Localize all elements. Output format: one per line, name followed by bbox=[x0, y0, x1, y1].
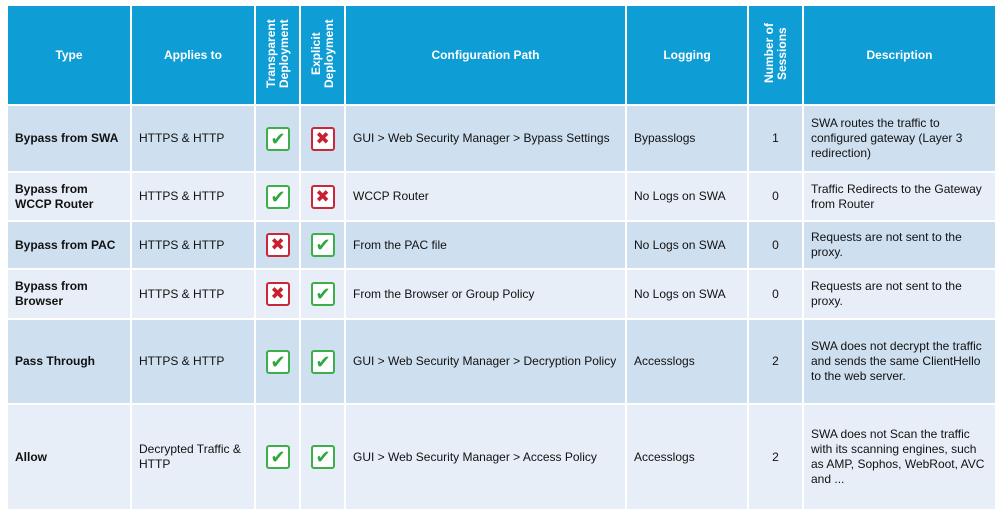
check-icon bbox=[265, 126, 290, 151]
cell-type: Bypass from PAC bbox=[8, 222, 130, 268]
cross-icon bbox=[265, 282, 290, 306]
cell-sessions: 2 bbox=[749, 320, 802, 403]
cell-explicit bbox=[301, 173, 344, 220]
header-config-path: Configuration Path bbox=[346, 6, 625, 104]
cell-explicit bbox=[301, 270, 344, 318]
header-sessions-label: Number of Sessions bbox=[761, 23, 789, 84]
cell-logging: Accesslogs bbox=[627, 320, 747, 403]
header-explicit-label: Explicit Deployment bbox=[308, 19, 336, 88]
cell-explicit bbox=[301, 405, 344, 509]
cell-transparent bbox=[256, 222, 299, 268]
check-icon bbox=[265, 184, 290, 209]
cell-applies-to: HTTPS & HTTP bbox=[132, 106, 254, 171]
header-row: Type Applies to Transparent Deployment E… bbox=[8, 6, 995, 104]
cell-sessions: 1 bbox=[749, 106, 802, 171]
cell-sessions: 0 bbox=[749, 222, 802, 268]
header-description: Description bbox=[804, 6, 995, 104]
cross-icon bbox=[310, 126, 335, 151]
cell-config-path: From the PAC file bbox=[346, 222, 625, 268]
cell-applies-to: HTTPS & HTTP bbox=[132, 222, 254, 268]
cell-description: SWA does not Scan the traffic with its s… bbox=[804, 405, 995, 509]
cell-applies-to: Decrypted Traffic & HTTP bbox=[132, 405, 254, 509]
cell-applies-to: HTTPS & HTTP bbox=[132, 173, 254, 220]
cell-sessions: 2 bbox=[749, 405, 802, 509]
cell-transparent bbox=[256, 405, 299, 509]
cross-icon bbox=[310, 184, 335, 209]
cell-type: Allow bbox=[8, 405, 130, 509]
cell-logging: No Logs on SWA bbox=[627, 222, 747, 268]
cell-description: Requests are not sent to the proxy. bbox=[804, 222, 995, 268]
cell-transparent bbox=[256, 270, 299, 318]
check-icon bbox=[265, 349, 290, 374]
cell-sessions: 0 bbox=[749, 173, 802, 220]
header-type: Type bbox=[8, 6, 130, 104]
cell-explicit bbox=[301, 222, 344, 268]
cell-config-path: From the Browser or Group Policy bbox=[346, 270, 625, 318]
header-logging: Logging bbox=[627, 6, 747, 104]
cell-transparent bbox=[256, 106, 299, 171]
cell-explicit bbox=[301, 106, 344, 171]
cell-description: SWA routes the traffic to configured gat… bbox=[804, 106, 995, 171]
cell-config-path: WCCP Router bbox=[346, 173, 625, 220]
cell-type: Bypass from WCCP Router bbox=[8, 173, 130, 220]
cell-type: Bypass from Browser bbox=[8, 270, 130, 318]
check-icon bbox=[265, 445, 290, 469]
cell-transparent bbox=[256, 320, 299, 403]
cell-config-path: GUI > Web Security Manager > Decryption … bbox=[346, 320, 625, 403]
header-transparent: Transparent Deployment bbox=[256, 6, 299, 104]
cell-logging: Bypasslogs bbox=[627, 106, 747, 171]
cell-logging: No Logs on SWA bbox=[627, 173, 747, 220]
cell-applies-to: HTTPS & HTTP bbox=[132, 270, 254, 318]
cell-sessions: 0 bbox=[749, 270, 802, 318]
header-sessions: Number of Sessions bbox=[749, 6, 802, 104]
check-icon bbox=[310, 282, 335, 306]
header-applies-to: Applies to bbox=[132, 6, 254, 104]
check-icon bbox=[310, 233, 335, 257]
cell-description: Requests are not sent to the proxy. bbox=[804, 270, 995, 318]
cell-description: Traffic Redirects to the Gateway from Ro… bbox=[804, 173, 995, 220]
cell-config-path: GUI > Web Security Manager > Access Poli… bbox=[346, 405, 625, 509]
check-icon bbox=[310, 445, 335, 469]
cell-logging: Accesslogs bbox=[627, 405, 747, 509]
cell-logging: No Logs on SWA bbox=[627, 270, 747, 318]
bypass-comparison-table: Type Applies to Transparent Deployment E… bbox=[6, 4, 997, 511]
header-transparent-label: Transparent Deployment bbox=[263, 19, 291, 88]
cell-applies-to: HTTPS & HTTP bbox=[132, 320, 254, 403]
cell-type: Bypass from SWA bbox=[8, 106, 130, 171]
header-explicit: Explicit Deployment bbox=[301, 6, 344, 104]
cell-type: Pass Through bbox=[8, 320, 130, 403]
cell-description: SWA does not decrypt the traffic and sen… bbox=[804, 320, 995, 403]
cell-explicit bbox=[301, 320, 344, 403]
cross-icon bbox=[265, 233, 290, 257]
check-icon bbox=[310, 349, 335, 374]
cell-config-path: GUI > Web Security Manager > Bypass Sett… bbox=[346, 106, 625, 171]
cell-transparent bbox=[256, 173, 299, 220]
